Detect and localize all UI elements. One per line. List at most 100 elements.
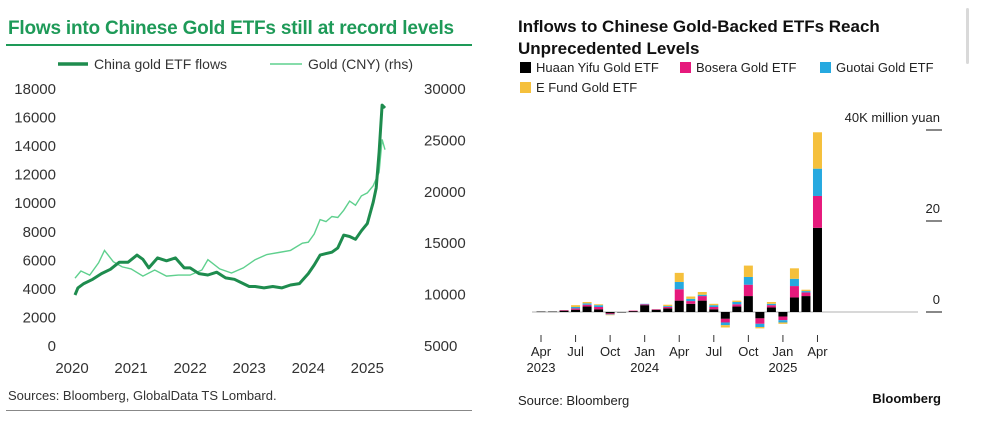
legend-bosera-label: Bosera Gold ETF — [696, 60, 796, 75]
series-line-etf-flows — [73, 103, 387, 296]
x-tick-label: 2024 — [292, 360, 325, 377]
bar-segment — [628, 311, 638, 312]
bar-segment — [709, 303, 719, 306]
bar-segment — [778, 312, 788, 317]
bar-segment — [812, 132, 822, 169]
bar-segment — [766, 303, 776, 306]
bar-segment — [743, 284, 753, 297]
x-tick-label: 2023 — [233, 360, 266, 377]
x-tick-label-month: Apr — [531, 344, 552, 359]
x-tick-label-month: Apr — [807, 344, 828, 359]
bar-segment — [640, 304, 650, 306]
legend-efund-swatch — [520, 82, 531, 93]
x-tick-label-month: Jul — [567, 344, 584, 359]
y-left-tick-label: 12000 — [14, 167, 56, 184]
bar-segment — [743, 296, 753, 312]
bar-segment — [686, 301, 696, 304]
left-chart-title: Flows into Chinese Gold ETFs still at re… — [8, 18, 454, 39]
series-line-gold-cny — [74, 139, 386, 279]
bar-segment — [651, 309, 661, 312]
y-right-tick-label: 5000 — [424, 338, 457, 355]
bar-segment — [812, 195, 822, 228]
x-tick-label-year: 2025 — [768, 360, 797, 375]
legend-bosera-swatch — [680, 62, 691, 73]
bar-segment — [789, 268, 799, 279]
y-left-tick-label: 6000 — [23, 252, 56, 269]
bar-segment — [697, 296, 707, 301]
bar-segment — [536, 311, 546, 313]
bar-segment — [628, 310, 638, 312]
bloomberg-logo: Bloomberg — [872, 391, 941, 406]
y-tick-label: 0 — [933, 292, 940, 307]
legend-huaan-swatch — [520, 62, 531, 73]
bar-segment — [674, 272, 684, 282]
bar-segment — [778, 322, 788, 324]
y-right-tick-label: 30000 — [424, 81, 466, 98]
y-left-tick-label: 8000 — [23, 224, 56, 241]
bar-segment — [766, 307, 776, 312]
x-tick-label-month: Oct — [738, 344, 759, 359]
right-chart-panel: Inflows to Chinese Gold-Backed ETFs Reac… — [500, 0, 987, 436]
bar-segment — [663, 308, 673, 312]
bar-segment — [582, 301, 592, 304]
bar-segment — [732, 300, 742, 302]
bar-segment — [663, 306, 673, 309]
bar-segment — [640, 305, 650, 312]
bar-segment — [548, 311, 558, 313]
bar-segment — [697, 294, 707, 297]
bar-segment — [697, 291, 707, 295]
y-tick-label: 20 — [926, 201, 940, 216]
x-tick-label-month: Jan — [634, 344, 655, 359]
etf-flows-line-chart: China gold ETF flows Gold (CNY) (rhs) 0 200… — [14, 56, 466, 377]
legend-guotai-label: Guotai Gold ETF — [836, 60, 934, 75]
bar-segment — [594, 309, 604, 312]
x-tick-label-year: 2023 — [527, 360, 556, 375]
bar-segment — [663, 306, 673, 307]
legend-label-gold: Gold (CNY) (rhs) — [308, 56, 413, 72]
bar-segment — [617, 312, 627, 313]
bar-segment — [686, 298, 696, 302]
y-left-tick-label: 10000 — [14, 195, 56, 212]
bar-segment — [755, 318, 765, 324]
y-right-tick-label: 10000 — [424, 287, 466, 304]
scrollbar[interactable] — [966, 8, 969, 64]
bar-segment — [778, 320, 788, 323]
bar-segment — [732, 306, 742, 312]
bar-segment — [594, 304, 604, 306]
bar-segment — [720, 312, 730, 319]
bar-segment — [801, 291, 811, 293]
bar-segment — [732, 301, 742, 305]
bar-segment — [663, 304, 673, 307]
right-chart-title: Inflows to Chinese Gold-Backed ETFs Reac… — [518, 17, 880, 58]
bar-segment — [571, 305, 581, 307]
bar-segment — [674, 281, 684, 290]
y-left-tick-label: 16000 — [14, 110, 56, 127]
y-right-tick-label: 15000 — [424, 235, 466, 252]
left-bottom-rule — [6, 410, 472, 411]
bar-segment — [651, 309, 661, 310]
bar-segment — [732, 304, 742, 307]
bar-segment — [674, 300, 684, 312]
bar-segment — [743, 265, 753, 277]
bar-segment — [755, 312, 765, 319]
bar-segment — [720, 318, 730, 323]
bar-segment — [755, 323, 765, 328]
bar-segment — [801, 289, 811, 292]
bar-segment — [605, 312, 615, 314]
x-tick-label: 2025 — [351, 360, 384, 377]
left-chart-panel: Flows into Chinese Gold ETFs still at re… — [0, 0, 480, 436]
bar-segment — [709, 306, 719, 310]
bar-segment — [571, 308, 581, 310]
bar-segment — [801, 292, 811, 297]
bar-segment — [559, 310, 569, 312]
y-left-tick-label: 2000 — [23, 309, 56, 326]
bar-segment — [605, 314, 615, 315]
bar-segment — [720, 322, 730, 326]
bar-segment — [789, 286, 799, 298]
etf-inflows-bar-chart: Huaan Yifu Gold ETF Bosera Gold ETF Guotai… — [520, 60, 942, 375]
y-right-tick-label: 20000 — [424, 184, 466, 201]
legend-efund-label: E Fund Gold ETF — [536, 80, 637, 95]
legend-guotai-swatch — [820, 62, 831, 73]
bar-segment — [766, 305, 776, 308]
bar-segment — [789, 278, 799, 287]
